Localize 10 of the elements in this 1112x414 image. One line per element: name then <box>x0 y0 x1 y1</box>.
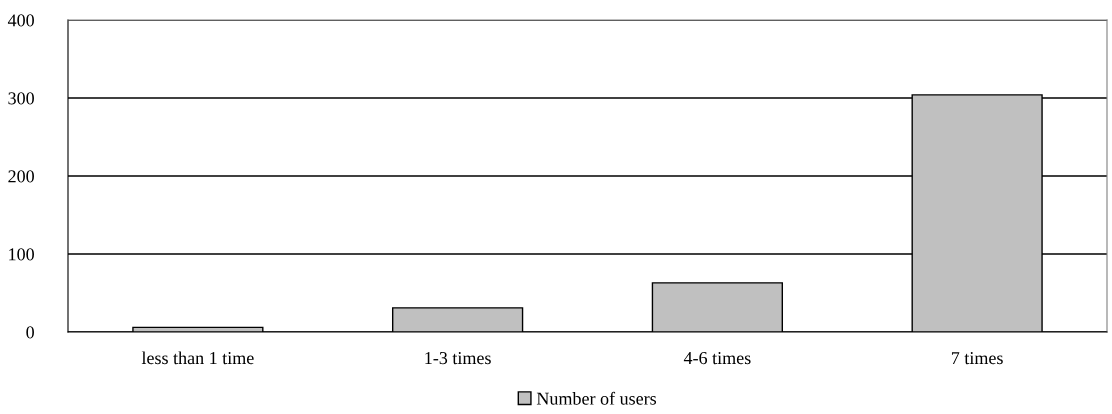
y-tick-label: 0 <box>26 326 34 339</box>
x-tick-label: 1-3 times <box>425 352 491 365</box>
x-tick-label: 7 times <box>951 352 1003 365</box>
legend-label: Number of users <box>536 391 657 405</box>
x-tick-label: less than 1 time <box>141 351 254 365</box>
y-tick-label: 200 <box>8 170 34 183</box>
y-tick-label: 400 <box>7 14 34 27</box>
y-tick-label: 100 <box>9 248 34 261</box>
x-tick-label: 4-6 times <box>683 352 751 365</box>
y-tick-label: 300 <box>8 92 34 105</box>
